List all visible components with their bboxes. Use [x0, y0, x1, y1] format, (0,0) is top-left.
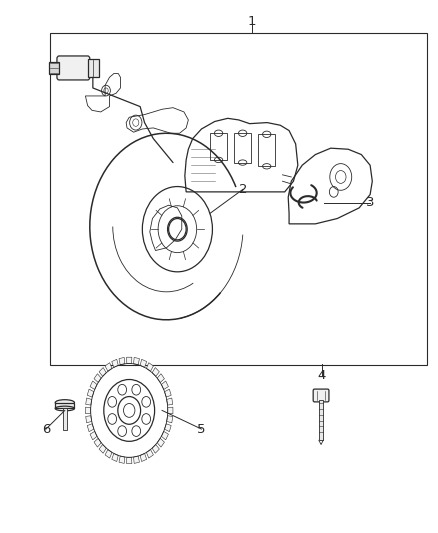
Polygon shape — [165, 389, 171, 397]
Polygon shape — [152, 368, 159, 376]
Polygon shape — [112, 359, 118, 367]
Polygon shape — [86, 416, 92, 423]
FancyBboxPatch shape — [57, 56, 90, 80]
Polygon shape — [49, 62, 59, 74]
Polygon shape — [140, 454, 147, 462]
Polygon shape — [119, 358, 125, 365]
Polygon shape — [161, 431, 168, 440]
Text: 3: 3 — [366, 196, 374, 209]
Polygon shape — [86, 398, 92, 405]
Polygon shape — [140, 359, 147, 367]
Bar — [234, 133, 251, 163]
Text: 5: 5 — [197, 423, 206, 435]
Text: 4: 4 — [318, 369, 326, 382]
Text: 2: 2 — [239, 183, 247, 196]
Polygon shape — [94, 438, 101, 447]
Polygon shape — [134, 358, 139, 365]
Bar — [50, 33, 427, 365]
Polygon shape — [165, 424, 171, 432]
Polygon shape — [88, 59, 99, 77]
Polygon shape — [105, 363, 112, 372]
Polygon shape — [157, 438, 164, 447]
Bar — [63, 408, 67, 430]
Polygon shape — [168, 407, 173, 414]
Text: 1: 1 — [247, 15, 256, 28]
Polygon shape — [152, 445, 159, 453]
Polygon shape — [90, 381, 97, 390]
Bar — [258, 134, 275, 166]
Polygon shape — [161, 381, 168, 390]
Polygon shape — [112, 454, 118, 462]
Text: 6: 6 — [42, 423, 50, 435]
Polygon shape — [105, 449, 112, 458]
Polygon shape — [167, 416, 173, 423]
Polygon shape — [119, 456, 125, 463]
Polygon shape — [99, 368, 106, 376]
Polygon shape — [90, 431, 97, 440]
Polygon shape — [146, 449, 153, 458]
Polygon shape — [167, 398, 173, 405]
Polygon shape — [134, 456, 139, 463]
Polygon shape — [127, 457, 132, 464]
Polygon shape — [85, 407, 91, 414]
Polygon shape — [94, 374, 101, 383]
FancyBboxPatch shape — [313, 389, 329, 402]
Ellipse shape — [55, 400, 74, 406]
Polygon shape — [87, 424, 94, 432]
Bar — [55, 402, 74, 408]
Polygon shape — [146, 363, 153, 372]
Polygon shape — [87, 389, 94, 397]
Polygon shape — [157, 374, 164, 383]
Polygon shape — [99, 445, 106, 453]
Bar — [210, 133, 227, 160]
Polygon shape — [127, 357, 132, 364]
Bar — [319, 400, 323, 440]
